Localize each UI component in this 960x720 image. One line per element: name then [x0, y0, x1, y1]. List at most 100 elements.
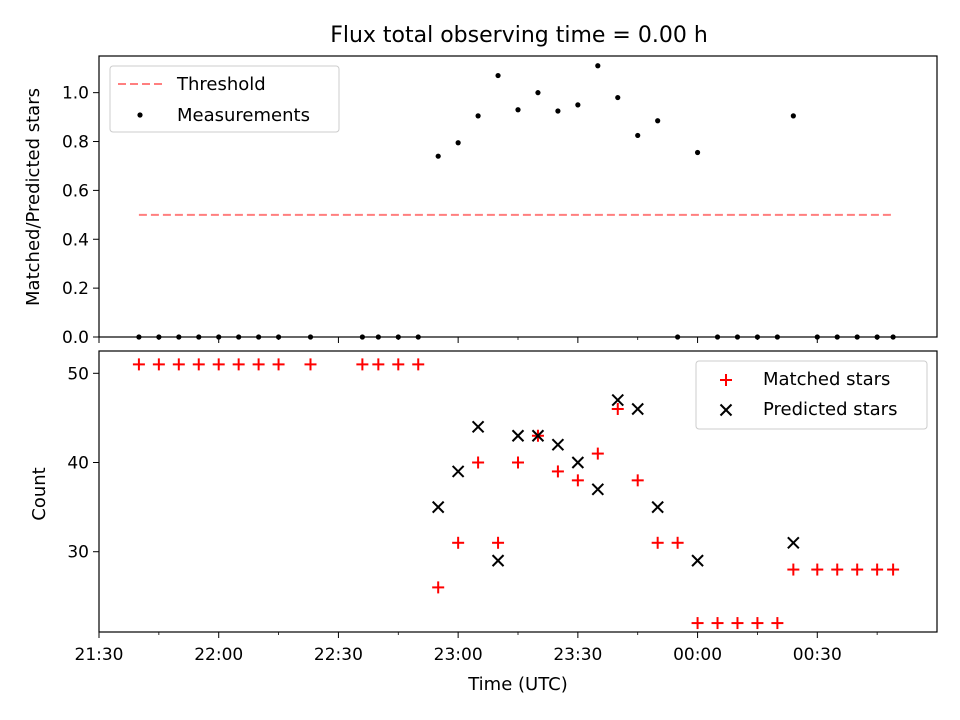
matched-stars-legend-label: Matched stars — [763, 369, 890, 390]
matched-star-point — [811, 563, 824, 576]
matched-star-point — [192, 358, 205, 371]
x-marker-b — [787, 536, 800, 550]
measurement-point — [535, 90, 541, 96]
matched-star-point — [671, 536, 684, 549]
predicted-star-point — [651, 500, 664, 514]
x-marker-b — [719, 403, 733, 417]
measurement-point — [635, 132, 641, 139]
matched-star-point — [132, 358, 145, 371]
measurement-point — [615, 94, 621, 101]
matched-star-point — [304, 358, 317, 371]
bottom-x-tick-label: 21:30 — [75, 645, 124, 665]
predicted-stars-legend-swatch — [719, 403, 733, 417]
predicted-star-point — [471, 420, 485, 434]
measurement-point — [555, 108, 561, 114]
measurements-legend-swatch — [137, 112, 143, 118]
matched-star-point — [751, 617, 764, 630]
top-y-tick-label: 0.2 — [62, 279, 89, 299]
matched-star-point — [452, 536, 465, 549]
bottom-x-tick-label: 22:00 — [194, 645, 243, 665]
top-x-ticks — [98, 337, 878, 343]
top-plot-frame — [98, 55, 938, 338]
predicted-star-point — [787, 536, 800, 550]
top-y-ticks: 0.0 0.2 0.4 0.6 0.8 1.0 — [62, 84, 99, 348]
measurement-point — [694, 149, 701, 156]
x-marker-b — [691, 554, 704, 567]
top-y-tick-label: 0.6 — [62, 181, 89, 201]
matched-star-point — [831, 563, 844, 576]
bottom-plot-frame — [98, 350, 938, 633]
matched-star-point — [412, 358, 425, 371]
matched-star-point — [591, 447, 604, 460]
matched-star-point — [432, 581, 445, 594]
predicted-star-point — [511, 429, 525, 442]
top-y-tick-label: 0.4 — [62, 230, 89, 250]
top-y-axis-label: Matched/Predicted stars — [23, 88, 44, 306]
top-y-tick-label: 0.0 — [62, 328, 89, 348]
measurement-point — [435, 153, 441, 159]
x-marker-b — [471, 420, 485, 434]
bottom-x-tick-label: 22:30 — [314, 645, 363, 665]
top-panel: 0.0 0.2 0.4 0.6 0.8 1.0 Matched/Predicted sta… — [23, 55, 938, 348]
matched-star-point — [771, 617, 784, 630]
bottom-y-tick-label: 40 — [67, 454, 89, 474]
measurement-point — [455, 140, 461, 146]
predicted-star-point — [491, 554, 505, 567]
matched-star-point — [392, 358, 405, 371]
chart-title: Flux total observing time = 0.00 h — [330, 23, 708, 48]
predicted-star-point — [611, 393, 624, 407]
x-marker-b — [611, 393, 624, 407]
measurement-point — [515, 107, 521, 113]
x-marker-b — [591, 483, 605, 496]
matched-star-point — [611, 402, 624, 415]
bottom-x-tick-label: 00:00 — [673, 645, 722, 665]
bottom-x-tick-label: 23:00 — [434, 645, 483, 665]
bottom-y-axis-label: Count — [29, 467, 50, 520]
matched-star-point — [272, 358, 285, 371]
bottom-panel: 30 40 50 21:30 22:00 22:30 23:00 23:30 00:00 00:… — [29, 350, 938, 695]
predicted-star-point — [691, 554, 704, 567]
matched-star-point — [372, 358, 385, 371]
matched-star-point — [492, 536, 505, 549]
bottom-legend-box — [695, 360, 928, 430]
bottom-x-tick-label: 23:30 — [553, 645, 602, 665]
predicted-star-point — [571, 456, 585, 469]
matched-legend-marker — [720, 374, 732, 386]
matched-star-point — [631, 474, 644, 487]
matched-star-point — [711, 617, 724, 630]
x-marker-b — [651, 500, 664, 514]
x-marker-b — [631, 402, 644, 416]
matched-star-point — [551, 465, 564, 478]
measurement-point — [475, 113, 481, 119]
predicted-star-point — [591, 483, 605, 496]
x-marker-b — [431, 500, 445, 514]
predicted-star-point — [431, 500, 445, 514]
x-marker-b — [571, 456, 585, 469]
matched-star-point — [472, 456, 485, 469]
predicted-star-point — [551, 438, 565, 451]
measurement-point — [790, 113, 796, 119]
predicted-star-point — [631, 402, 644, 416]
measurement-point — [575, 102, 581, 108]
matched-star-point — [871, 563, 884, 576]
matched-star-point — [691, 617, 704, 630]
top-legend: Threshold Measurements — [109, 65, 340, 133]
predicted-star-point — [531, 429, 545, 442]
x-marker-b — [491, 554, 505, 567]
bottom-y-tick-label: 30 — [67, 543, 89, 563]
predicted-legend-marker — [719, 403, 733, 417]
threshold-legend-label: Threshold — [176, 74, 266, 95]
measurements-legend-label: Measurements — [177, 105, 310, 126]
top-y-tick-label: 1.0 — [62, 84, 89, 104]
bottom-y-tick-label: 50 — [67, 364, 89, 384]
matched-stars-legend-swatch — [720, 374, 732, 386]
matched-star-point — [512, 456, 524, 469]
matched-star-point — [851, 563, 864, 576]
matched-star-point — [571, 474, 584, 487]
predicted-stars-series — [431, 393, 800, 567]
matched-star-point — [252, 358, 265, 371]
matched-star-point — [212, 358, 225, 371]
top-legend-box — [109, 65, 340, 133]
x-marker-b — [451, 465, 465, 478]
matched-star-point — [651, 536, 664, 549]
